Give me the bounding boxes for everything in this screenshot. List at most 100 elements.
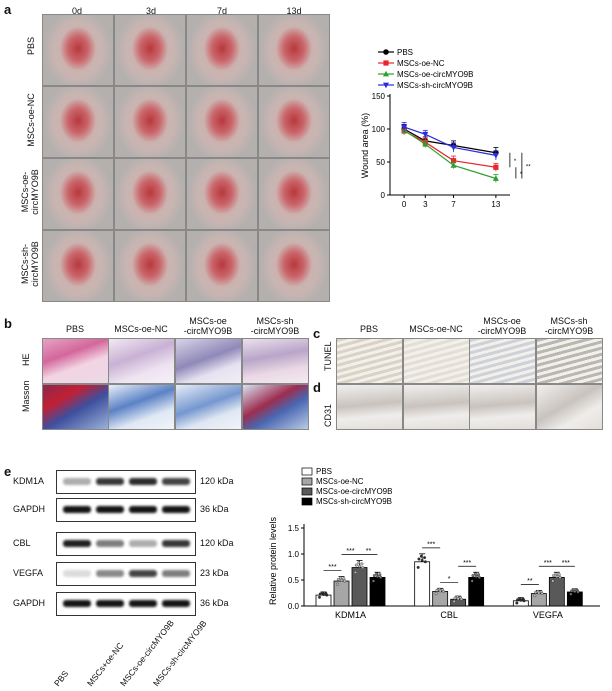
data-dot <box>522 599 526 603</box>
data-dot <box>357 561 361 565</box>
protein-band <box>96 478 124 485</box>
data-dot <box>336 578 340 581</box>
masson-row-label: Masson <box>21 380 31 412</box>
data-dot <box>379 575 383 579</box>
data-dot <box>533 594 537 598</box>
significance-mark: *** <box>427 541 435 548</box>
data-dot <box>354 563 358 567</box>
group-row-label: PBS <box>26 37 36 56</box>
protein-band <box>96 570 124 577</box>
panel-c-letter: c <box>313 326 321 341</box>
protein-band <box>96 506 124 513</box>
data-dot <box>569 592 573 596</box>
data-dot <box>339 576 343 580</box>
data-dot <box>570 589 574 593</box>
protein-band <box>129 600 157 607</box>
wound-photo <box>42 86 114 158</box>
y-tick-label: 1.5 <box>288 524 300 533</box>
blot-protein-label: GAPDH <box>13 504 46 514</box>
group-row-label: MSCs-sh-circMYO9B <box>20 241 40 287</box>
data-dot <box>474 575 478 578</box>
blot-protein-label: CBL <box>13 538 31 548</box>
he-stain-image <box>242 338 309 384</box>
data-dot <box>354 570 357 574</box>
data-dot <box>554 572 558 576</box>
protein-band <box>63 540 91 547</box>
category-label: VEGFA <box>533 610 563 620</box>
data-point <box>422 131 429 138</box>
protein-band <box>63 600 91 607</box>
y-axis-title: Relative protein levels <box>268 516 278 605</box>
masson-stain-image <box>108 384 175 430</box>
data-point <box>450 145 457 151</box>
blot-protein-label: VEGFA <box>13 568 44 578</box>
data-dot <box>552 574 556 578</box>
protein-band <box>162 506 190 513</box>
blot-strip <box>56 498 196 522</box>
cd31-stain-image <box>403 384 470 430</box>
protein-band <box>63 506 91 513</box>
significance-mark: *** <box>463 560 471 567</box>
data-point <box>401 124 408 131</box>
panel-e-letter: e <box>4 464 12 479</box>
data-dot <box>470 579 474 583</box>
wound-photo <box>42 230 114 302</box>
legend-label: MSCs-sh-circMYO9B <box>316 497 392 506</box>
y-tick-label: 0.5 <box>288 576 300 585</box>
y-tick-label: 100 <box>372 125 386 134</box>
data-dot <box>473 572 477 576</box>
data-dot <box>453 596 457 600</box>
protein-band <box>63 478 91 485</box>
legend-label: MSCs-oe-NC <box>397 59 445 68</box>
legend-marker <box>383 60 389 66</box>
data-dot <box>516 598 520 602</box>
day-column-header: 7d <box>216 6 227 16</box>
significance-mark: *** <box>562 560 570 567</box>
day-column-header: 13d <box>286 6 302 16</box>
y-tick-label: 0.0 <box>288 602 300 611</box>
legend-label: MSCs-oe-NC <box>316 477 364 486</box>
y-tick-label: 0 <box>381 191 386 200</box>
cd31-row-label: CD31 <box>323 403 333 427</box>
x-tick-label: 3 <box>423 200 428 209</box>
wound-photo <box>186 14 258 86</box>
significance-mark: ** <box>366 548 372 555</box>
wound-photo <box>186 86 258 158</box>
cd31-stain-image <box>469 384 536 430</box>
data-dot <box>318 595 321 599</box>
legend-marker <box>383 70 389 77</box>
data-point <box>492 175 499 181</box>
protein-levels-chart: PBSMSCs-oe-NCMSCs-oe-circMYO9BMSCs-sh-ci… <box>268 467 600 620</box>
legend-label: PBS <box>397 48 413 57</box>
data-dot <box>434 592 438 596</box>
data-dot <box>555 575 559 578</box>
group-column-header: PBS <box>359 324 378 334</box>
series-line <box>403 129 497 180</box>
significance-mark: * <box>448 576 451 583</box>
legend-marker <box>383 49 389 55</box>
wound-photo <box>114 158 186 230</box>
cd31-stain-image <box>336 384 403 430</box>
data-dot <box>416 565 420 569</box>
significance-mark: * <box>520 172 523 178</box>
data-dot <box>343 579 347 583</box>
significance-mark: ** <box>526 165 531 171</box>
data-dot <box>376 575 379 578</box>
blot-protein-label: KDM1A <box>13 476 45 486</box>
lane-label: PBS <box>52 668 71 689</box>
group-column-header: PBS <box>65 324 84 334</box>
data-point <box>422 140 429 147</box>
wound-photo <box>42 158 114 230</box>
blot-kda-label: 36 kDa <box>200 504 229 514</box>
data-dot <box>336 582 339 586</box>
masson-stain-image <box>175 384 242 430</box>
wound-photo <box>258 86 330 158</box>
bar <box>351 567 368 607</box>
day-column-header: 3d <box>145 6 156 16</box>
group-row-label: MSCs-oe-NC <box>26 93 36 147</box>
tunel-stain-image <box>336 338 403 384</box>
group-row-label: MSCs-oe-circMYO9B <box>20 169 40 215</box>
panel-b-letter: b <box>4 316 12 331</box>
significance-mark: *** <box>328 564 336 571</box>
cd31-stain-image <box>536 384 603 430</box>
